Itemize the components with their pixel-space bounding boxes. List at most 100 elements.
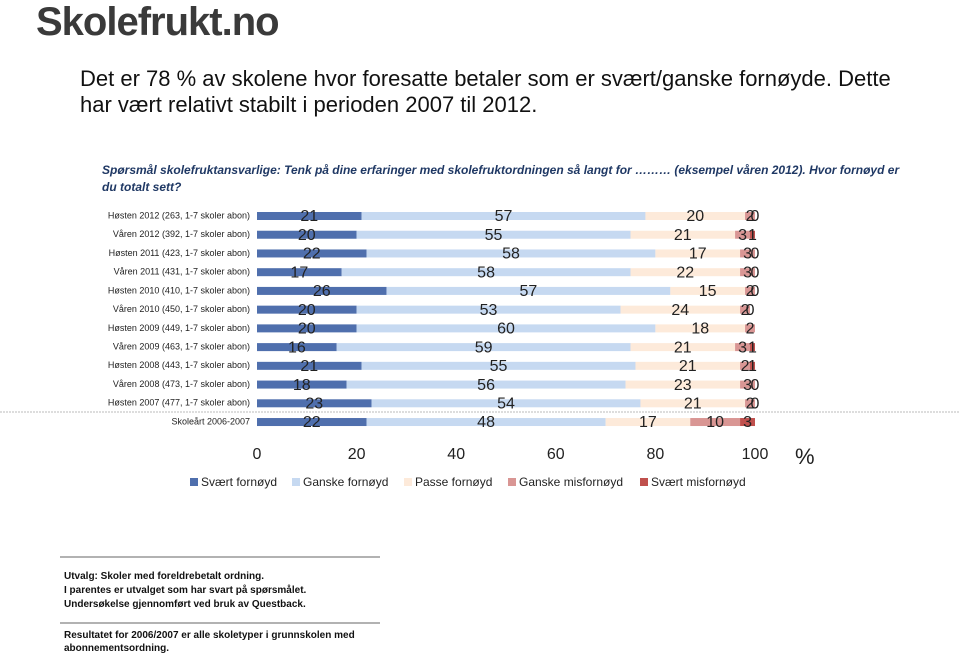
heading: Det er 78 % av skolene hvor foresatte be… (80, 66, 891, 117)
bar-segment (257, 380, 347, 389)
category-label: Høsten 2010 (410, 1-7 skoler abon) (108, 285, 250, 295)
value-label: 20 (298, 302, 316, 319)
legend-swatch (190, 478, 198, 486)
bar-segment (257, 361, 362, 370)
bar-segment (257, 343, 337, 352)
value-label: 58 (502, 246, 520, 263)
legend-swatch (508, 478, 516, 486)
value-label: 0 (751, 264, 760, 281)
value-label: 1 (748, 227, 757, 244)
value-label: 20 (686, 208, 704, 225)
bar-segment (745, 399, 755, 408)
value-label: 3 (743, 377, 752, 394)
bar-segment (640, 399, 746, 408)
bar-segment (740, 268, 755, 277)
legend-swatch (404, 478, 412, 486)
value-label: 56 (477, 377, 495, 394)
value-label: 3 (738, 339, 747, 356)
value-label: 57 (495, 208, 513, 225)
category-label: Skoleårt 2006-2007 (171, 416, 250, 426)
bar-segment (630, 230, 736, 239)
category-label: Høsten 2008 (443, 1-7 skoler abon) (108, 360, 250, 370)
value-label: 20 (298, 321, 316, 338)
value-label: 48 (477, 414, 495, 431)
value-label: 0 (751, 377, 760, 394)
value-label: 24 (671, 302, 689, 319)
value-label: 0 (746, 302, 755, 319)
value-label: 59 (475, 339, 493, 356)
bar-segment (386, 286, 671, 295)
bar-segment (361, 361, 636, 370)
x-tick-label: 60 (547, 446, 565, 463)
bar-segment (645, 212, 746, 220)
category-label: Våren 2009 (463, 1-7 skoler abon) (113, 341, 250, 351)
bar-segment (341, 268, 631, 277)
legend-swatch (640, 478, 648, 486)
category-label: Høsten 2007 (477, 1-7 skoler abon) (108, 398, 250, 408)
bar-segment (740, 418, 755, 427)
value-label: 0 (751, 246, 760, 263)
category-label: Høsten 2009 (449, 1-7 skoler abon) (108, 323, 250, 333)
value-label: 3 (738, 227, 747, 244)
bar-segment (346, 380, 626, 389)
bar-segment (257, 230, 357, 239)
footnote: Resultatet for 2006/2007 er alle skolety… (64, 630, 355, 654)
bar-segment (750, 361, 755, 370)
bar-segment (361, 212, 646, 220)
value-label: 17 (290, 264, 308, 281)
bar-segment (740, 249, 755, 258)
bar-segment (740, 380, 755, 389)
category-label: Høsten 2011 (423, 1-7 skoler abon) (109, 248, 250, 258)
value-label: 3 (743, 414, 752, 431)
value-label: 22 (303, 414, 321, 431)
bar-segment (356, 324, 656, 333)
note: Utvalg: Skoler med foreldrebetalt ordnin… (64, 571, 265, 582)
axis-unit: % (795, 444, 815, 469)
bar-segment (336, 343, 631, 352)
value-label: 2 (741, 302, 750, 319)
value-label: 57 (520, 283, 538, 300)
value-label: 23 (305, 396, 323, 413)
value-label: 26 (313, 283, 331, 300)
bar-segment (750, 230, 755, 239)
value-label: 18 (691, 321, 709, 338)
value-label: 2 (746, 283, 755, 300)
value-label: 22 (303, 246, 321, 263)
x-tick-label: 100 (742, 446, 769, 463)
bar-segment (740, 361, 751, 370)
x-tick-label: 0 (253, 446, 262, 463)
category-label: Høsten 2012 (263, 1-7 skoler abon) (108, 210, 250, 220)
bar-segment (257, 268, 342, 277)
bar-segment (630, 343, 736, 352)
bar-segment (257, 305, 357, 314)
value-label: 20 (298, 227, 316, 244)
category-label: Våren 2010 (450, 1-7 skoler abon) (113, 304, 250, 314)
x-tick-label: 80 (647, 446, 665, 463)
bar-segment (257, 286, 387, 295)
bar-segment (356, 230, 631, 239)
bar-segment (356, 305, 621, 314)
category-label: Våren 2012 (392, 1-7 skoler abon) (113, 229, 250, 239)
value-label: 2 (746, 321, 755, 338)
bar-segment (745, 286, 755, 295)
bar-segment (655, 324, 746, 333)
logo: Skolefrukt.no (36, 0, 280, 44)
value-label: 0 (751, 208, 760, 225)
bar-segment (745, 212, 755, 220)
bar-segment (655, 249, 741, 258)
bar-segment (740, 305, 751, 314)
value-label: 18 (293, 377, 311, 394)
bar-segment (620, 305, 741, 314)
bar-segment (371, 399, 641, 408)
value-label: 22 (676, 264, 694, 281)
value-label: 55 (485, 227, 503, 244)
value-label: 1 (748, 339, 757, 356)
category-label: Våren 2011 (431, 1-7 skoler abon) (114, 267, 250, 277)
bar-segment (670, 286, 746, 295)
bar-segment (735, 230, 751, 239)
bar-segment (257, 399, 372, 408)
value-label: 15 (699, 283, 717, 300)
value-label: 16 (288, 339, 306, 356)
value-label: 1 (748, 358, 757, 375)
